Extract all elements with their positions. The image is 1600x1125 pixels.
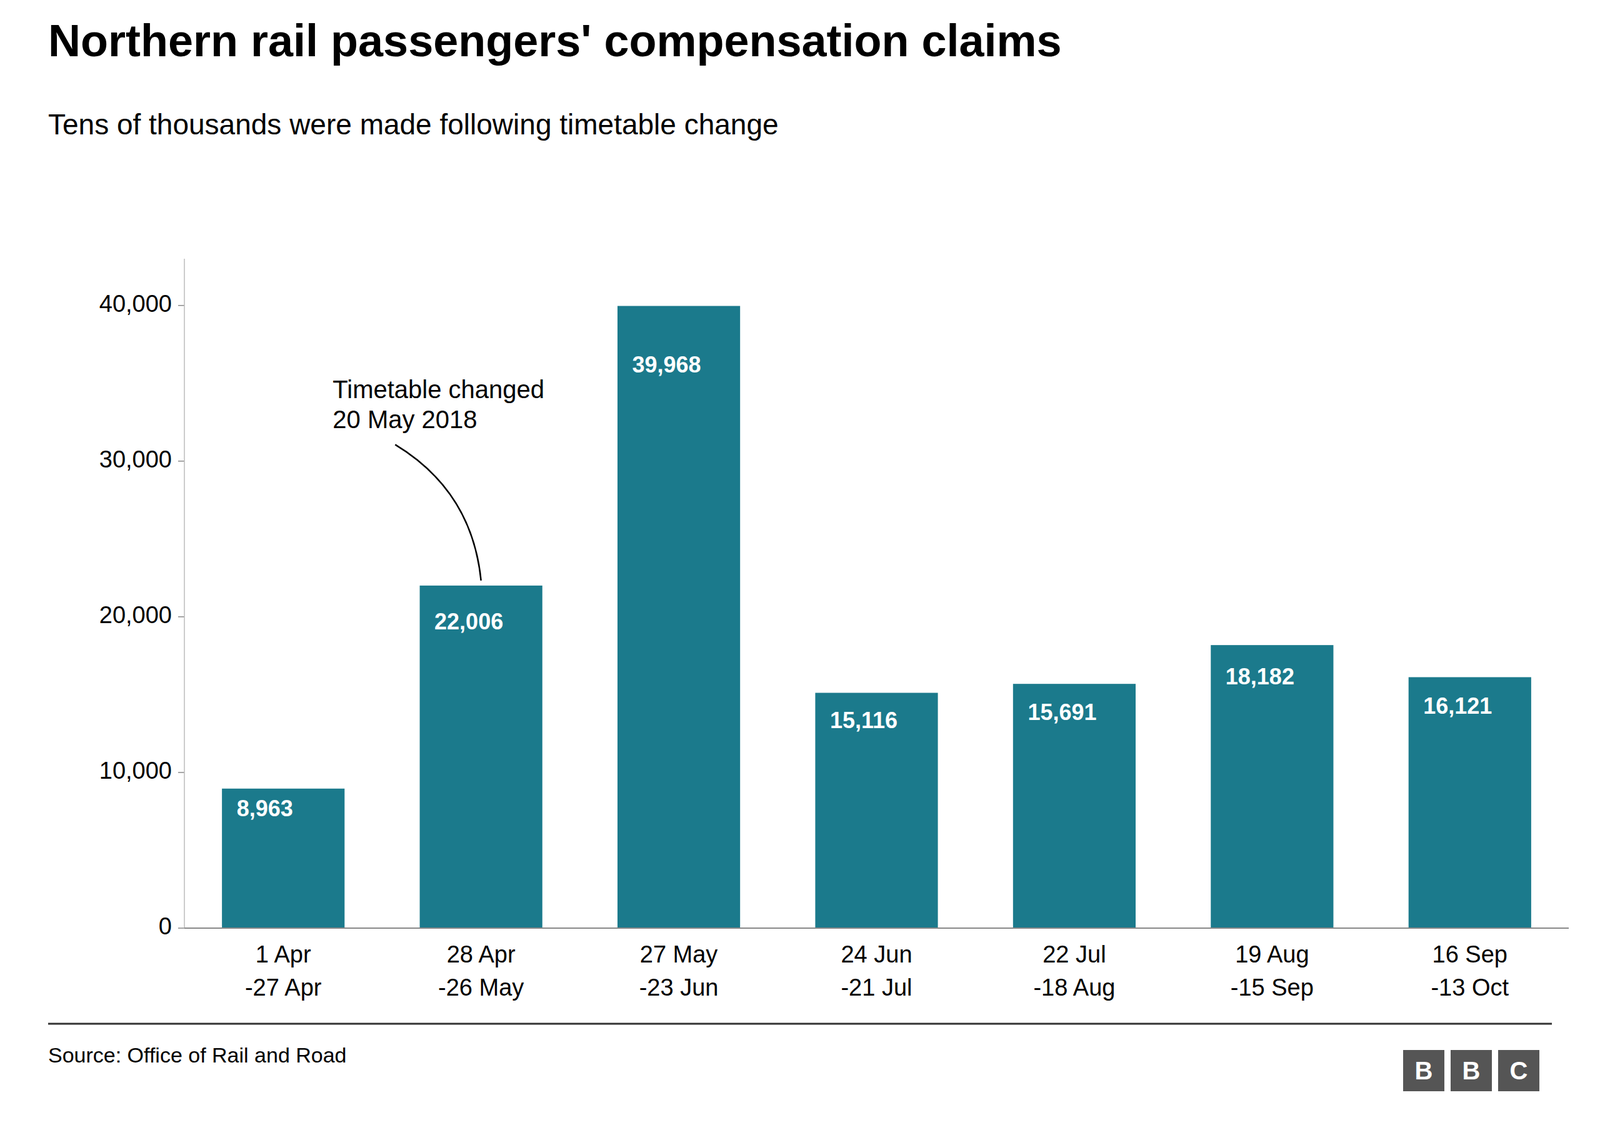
y-tick [178, 305, 185, 307]
annotation-text: Timetable changed20 May 2018 [332, 375, 545, 434]
y-axis: 0 10,000 20,000 30,000 40,000 [99, 258, 185, 940]
bar [420, 585, 543, 929]
text-line: 24 Jun [840, 941, 912, 968]
x-tick-label: 27 May -23 Jun [639, 941, 719, 1001]
logo-letter: B [1415, 1056, 1434, 1085]
title: Northern rail passengers' compensation c… [48, 15, 1062, 66]
y-tick [178, 771, 185, 774]
bar [617, 306, 740, 929]
logo: BBC [1403, 1050, 1540, 1092]
y-tick-label: 40,000 [99, 290, 172, 317]
x-tick-label: 22 Jul -18 Aug [1033, 941, 1115, 1001]
logo-text: BBC [1415, 1056, 1529, 1085]
bar [1210, 645, 1334, 929]
data-label: 16,121 [1423, 693, 1492, 719]
y-tick-label: 30,000 [99, 446, 172, 473]
y-tick-label: 20,000 [99, 601, 172, 629]
text-line: 16 Sep [1432, 941, 1508, 968]
x-tick-label: 28 Apr -26 May [438, 941, 524, 1001]
text-line: 19 Aug [1235, 941, 1309, 968]
background [0, 0, 1600, 1125]
annotation-arrow [395, 444, 481, 580]
text-line: 27 May [640, 941, 719, 968]
data-label: 8,963 [236, 795, 294, 822]
chart-container: Northern rail passengers' compensation c… [0, 0, 1600, 1125]
text-line: 1 Apr [255, 941, 312, 968]
data-label: 22,006 [434, 608, 504, 635]
bars [221, 306, 1532, 929]
bar [1408, 676, 1532, 929]
bar [815, 693, 938, 929]
text-line: 28 Apr [446, 941, 516, 968]
x-tick-label: 19 Aug -15 Sep [1230, 941, 1314, 1001]
text-line: -23 Jun [639, 974, 719, 1001]
data-label: 18,182 [1225, 663, 1295, 690]
separator [48, 1023, 1552, 1025]
text-line: Timetable changed [332, 375, 545, 404]
y-tick [178, 460, 185, 462]
y-tick [178, 616, 185, 618]
text-line: -18 Aug [1033, 974, 1115, 1001]
x-tick-label: 24 Jun -21 Jul [840, 941, 912, 1001]
text-line: -13 Oct [1430, 974, 1509, 1001]
text-line: 20 May 2018 [332, 405, 477, 434]
y-tick-label: 0 [158, 913, 172, 940]
logo-box [1498, 1050, 1540, 1092]
logo-letter: B [1462, 1056, 1481, 1085]
y-axis-line [183, 258, 185, 929]
data-label: 15,691 [1027, 699, 1097, 725]
y-tick [178, 927, 185, 929]
annotation: Timetable changed20 May 2018 [332, 375, 545, 580]
x-tick-label: 16 Sep -13 Oct [1430, 941, 1509, 1001]
text-line: -21 Jul [840, 974, 912, 1001]
text-line: -26 May [438, 974, 524, 1001]
logo-letter: C [1510, 1056, 1529, 1085]
y-tick-label: 10,000 [99, 757, 172, 784]
data-label: 15,116 [830, 707, 898, 734]
bar [221, 788, 345, 929]
text-line: -15 Sep [1230, 974, 1314, 1001]
chart-svg: Northern rail passengers' compensation c… [0, 0, 1600, 1125]
bar [1013, 683, 1136, 929]
logo-box [1403, 1050, 1445, 1092]
data-label: 39,968 [632, 351, 702, 378]
data-labels: 8,963 22,006 39,968 15,116 15,691 18,182 16,12… [236, 351, 1493, 822]
text-line: 22 Jul [1042, 941, 1106, 968]
x-tick-label: 1 Apr -27 Apr [245, 941, 322, 1001]
x-axis-line [184, 927, 1569, 929]
text-line: -27 Apr [245, 974, 322, 1001]
logo-box [1450, 1050, 1492, 1092]
subtitle: Tens of thousands were made following ti… [48, 108, 779, 141]
x-axis: 1 Apr -27 Apr 28 Apr -26 May 27 May -23 Jun 24… [245, 941, 1510, 1001]
source: Source: Office of Rail and Road [48, 1043, 347, 1067]
